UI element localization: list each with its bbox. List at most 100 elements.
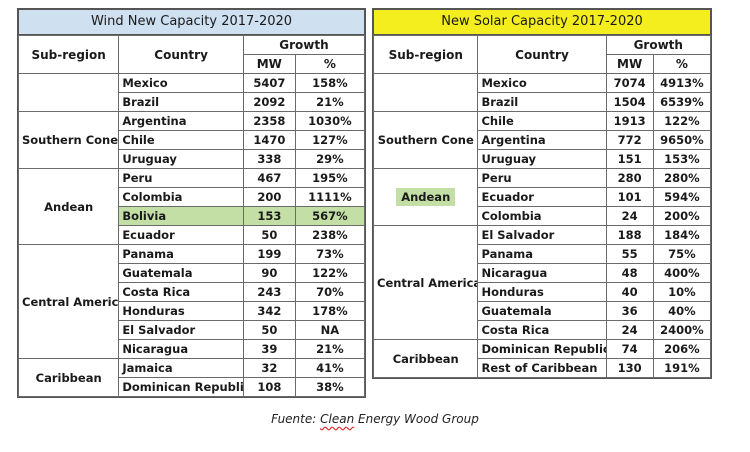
solar-capacity-table: New Solar Capacity 2017-2020 Sub-region … — [372, 8, 712, 379]
mw-cell: 40 — [605, 282, 654, 302]
country-cell: Bolivia — [118, 206, 244, 226]
country-cell: Guatemala — [118, 263, 244, 283]
pct-cell: 10% — [652, 282, 712, 302]
pct-cell: 2400% — [652, 320, 712, 340]
table-row: Colombia 24 200% — [374, 206, 712, 226]
table-row: Caribbean Dominican Republic 74 206% — [372, 339, 712, 378]
solar-table-title: New Solar Capacity 2017-2020 — [373, 9, 711, 35]
subregion-label: Andean — [44, 199, 94, 214]
wind-table-body: Mexico 5407 158% Brazil 2092 21% Southern Cone… — [17, 73, 366, 397]
pct-cell: 206% — [652, 339, 712, 359]
subregion-label: Central America — [22, 294, 119, 309]
table-row: Colombia 200 1111% — [19, 187, 366, 207]
pct-cell: 238% — [294, 225, 366, 245]
table-row: Mexico 7074 4913% — [372, 73, 712, 112]
country-cell: Panama — [477, 244, 607, 264]
country-cell: Chile — [477, 111, 607, 131]
table-row: El Salvador 50 NA — [19, 320, 366, 340]
country-cell: Uruguay — [118, 149, 244, 169]
solar-country-header: Country — [477, 35, 607, 74]
country-cell: Honduras — [118, 301, 244, 321]
mw-cell: 1504 — [605, 92, 654, 112]
mw-cell: 280 — [605, 168, 654, 188]
pct-cell: 1030% — [294, 111, 366, 131]
country-cell: Dominican Republic — [477, 339, 607, 359]
pct-cell: 400% — [652, 263, 712, 283]
table-row: Caribbean Jamaica 32 41% — [17, 358, 366, 397]
pct-cell: 41% — [294, 358, 366, 378]
mw-cell: 55 — [605, 244, 654, 264]
table-row: Uruguay 151 153% — [374, 149, 712, 169]
mw-cell: 90 — [242, 263, 296, 283]
pct-cell: 200% — [652, 206, 712, 226]
table-row: Costa Rica 243 70% — [19, 282, 366, 302]
pct-cell: 153% — [652, 149, 712, 169]
subregion-cell: Central America — [372, 225, 479, 340]
subregion-label: Caribbean — [392, 351, 459, 366]
table-row: Bolivia 153 567% — [19, 206, 366, 226]
country-cell: Ecuador — [118, 225, 244, 245]
subregion-cell: Andean — [372, 168, 479, 226]
table-row: Ecuador 50 238% — [19, 225, 366, 245]
wind-growth-header: Growth — [242, 35, 366, 55]
mw-cell: 151 — [605, 149, 654, 169]
pct-cell: 21% — [294, 339, 366, 359]
mw-cell: 199 — [242, 244, 296, 264]
country-cell: Dominican Republic — [118, 377, 244, 397]
table-row: Honduras 40 10% — [374, 282, 712, 302]
subregion-label: Caribbean — [35, 370, 102, 385]
table-row: Mexico 5407 158% — [17, 73, 366, 112]
mw-cell: 39 — [242, 339, 296, 359]
mw-cell: 101 — [605, 187, 654, 207]
pct-cell: 178% — [294, 301, 366, 321]
table-row: Central America Panama 199 73% — [17, 244, 366, 359]
country-cell: Chile — [118, 130, 244, 150]
pct-cell: 195% — [294, 168, 366, 188]
table-row: Brazil 1504 6539% — [374, 92, 712, 112]
pct-cell: 75% — [652, 244, 712, 264]
mw-cell: 48 — [605, 263, 654, 283]
solar-table-body: Mexico 7074 4913% Brazil 1504 6539% Southern C… — [372, 73, 712, 378]
table-row: Dominican Republic 108 38% — [19, 377, 366, 397]
country-cell: Peru — [118, 168, 244, 188]
pct-cell: 29% — [294, 149, 366, 169]
solar-pct-header: % — [652, 54, 712, 74]
subregion-cell: Caribbean — [372, 339, 479, 378]
subregion-cell — [372, 73, 479, 112]
mw-cell: 2092 — [242, 92, 296, 112]
country-cell: El Salvador — [118, 320, 244, 340]
source-caption: Fuente: Clean Energy Wood Group — [0, 412, 750, 426]
country-cell: El Salvador — [477, 225, 607, 245]
mw-cell: 153 — [242, 206, 296, 226]
pct-cell: NA — [294, 320, 366, 340]
subregion-cell: Southern Cone — [17, 111, 120, 169]
mw-cell: 188 — [605, 225, 654, 245]
table-row: Argentina 772 9650% — [374, 130, 712, 150]
pct-cell: 4913% — [652, 73, 712, 93]
subregion-label: Central America — [377, 275, 478, 290]
wind-pct-header: % — [294, 54, 366, 74]
caption-prefix: Fuente: — [271, 412, 317, 426]
country-cell: Jamaica — [118, 358, 244, 378]
mw-cell: 36 — [605, 301, 654, 321]
subregion-label: Andean — [396, 188, 456, 206]
subregion-cell: Central America — [17, 244, 120, 359]
pct-cell: 73% — [294, 244, 366, 264]
table-row: Guatemala 36 40% — [374, 301, 712, 321]
pct-cell: 70% — [294, 282, 366, 302]
pct-cell: 40% — [652, 301, 712, 321]
wind-mw-header: MW — [242, 54, 296, 74]
pct-cell: 122% — [652, 111, 712, 131]
country-cell: Panama — [118, 244, 244, 264]
table-row: Southern Cone Chile 1913 122% — [372, 111, 712, 169]
table-row: Rest of Caribbean 130 191% — [374, 358, 712, 378]
subregion-cell — [17, 73, 120, 112]
country-cell: Nicaragua — [477, 263, 607, 283]
wind-table-title: Wind New Capacity 2017-2020 — [18, 9, 365, 35]
table-row: Andean Peru 467 195% — [17, 168, 366, 245]
mw-cell: 50 — [242, 225, 296, 245]
pct-cell: 594% — [652, 187, 712, 207]
mw-cell: 108 — [242, 377, 296, 397]
wind-capacity-table: Wind New Capacity 2017-2020 Sub-region C… — [17, 8, 366, 398]
table-row: Honduras 342 178% — [19, 301, 366, 321]
